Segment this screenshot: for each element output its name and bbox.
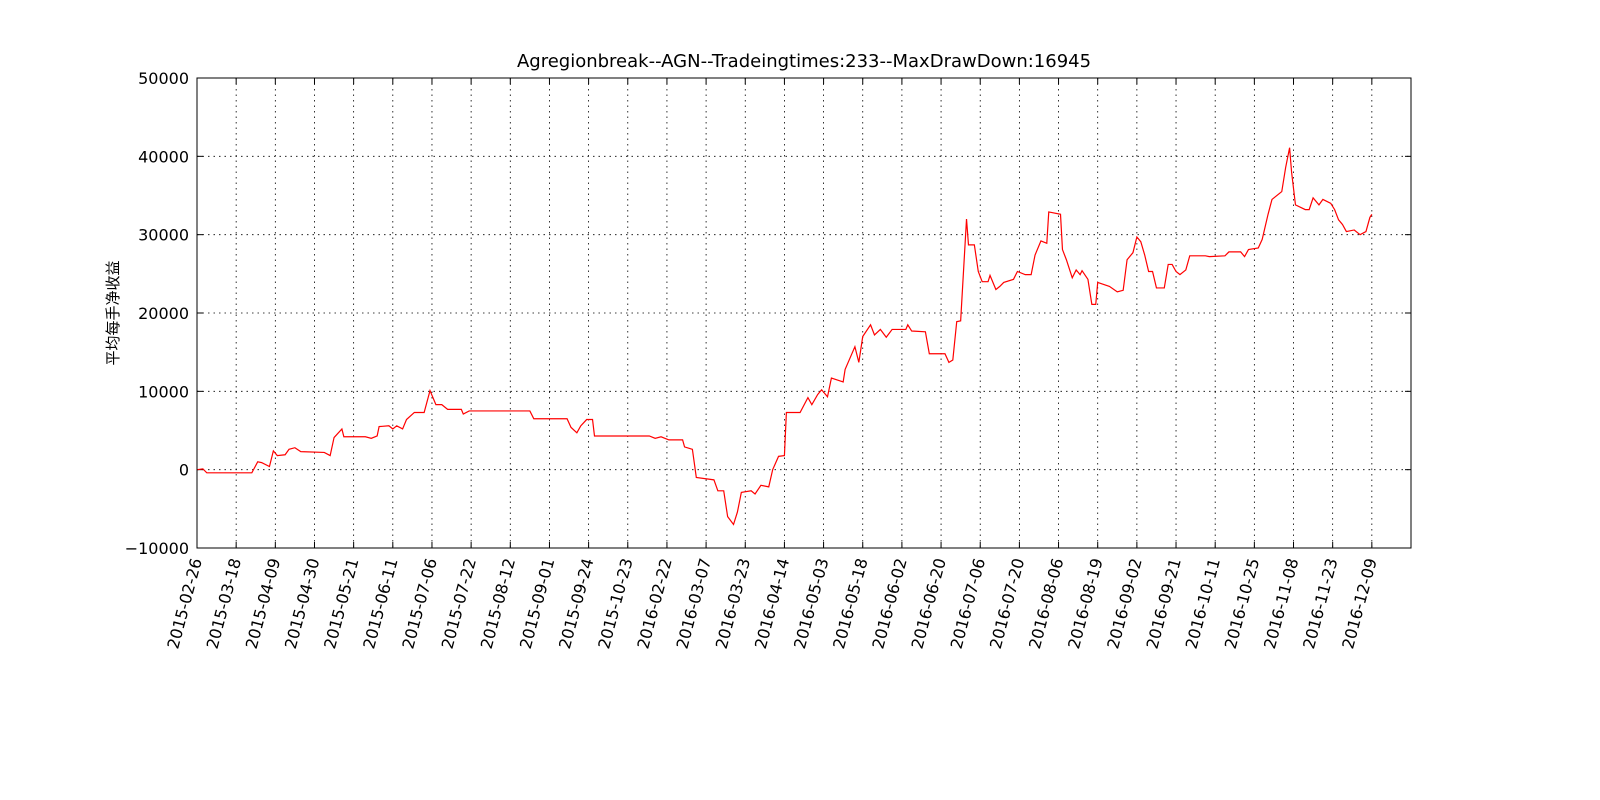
data-line xyxy=(196,147,1373,526)
chart-title: Agregionbreak--AGN--Tradeingtimes:233--M… xyxy=(517,51,1091,72)
y-tick-label: 10000 xyxy=(138,382,189,401)
y-tick-label: 0 xyxy=(179,461,189,480)
y-tick-label: 30000 xyxy=(138,226,189,245)
plot-frame xyxy=(196,77,1412,549)
y-tick-label: 40000 xyxy=(138,147,189,166)
y-axis-label: 平均每手净收益 xyxy=(104,260,122,365)
y-tick-label: −10000 xyxy=(125,539,189,558)
y-tick-label: 50000 xyxy=(138,69,189,88)
y-tick-label: 20000 xyxy=(138,304,189,323)
